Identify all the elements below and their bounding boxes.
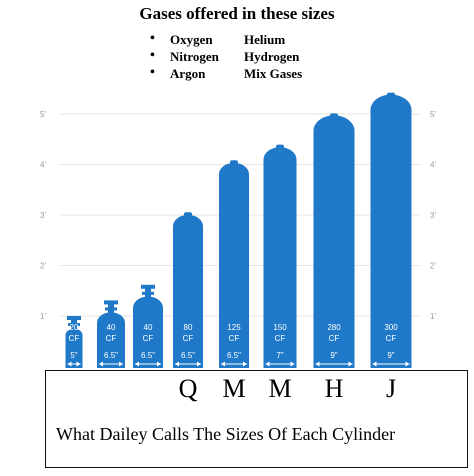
diameter-arrow-left-icon — [175, 361, 179, 367]
cylinder-valve-ring — [68, 323, 80, 326]
cylinder-shoulder — [133, 296, 163, 320]
diameter-arrow-left-icon — [265, 361, 270, 367]
cylinder-capacity: 40 — [107, 323, 116, 332]
y-tick-label-left: 2' — [40, 262, 46, 271]
size-letters-box — [45, 370, 468, 468]
diameter-arrow-left-icon — [221, 361, 225, 367]
cylinder-shoulder — [219, 162, 249, 186]
bullet-icon: • — [150, 65, 155, 80]
diameter-arrow-left-icon — [315, 361, 320, 367]
cylinder-valve-ring — [142, 291, 154, 295]
cylinder-diameter: 6.5" — [227, 351, 241, 360]
y-tick-label-left: 3' — [40, 211, 46, 220]
cylinder-shoulder — [97, 312, 125, 334]
gas-name: Argon — [170, 66, 206, 81]
cylinder-neck — [230, 160, 238, 171]
y-tick-label-right: 3' — [430, 211, 436, 220]
cylinder-diameter: 6.5" — [181, 351, 195, 360]
y-tick-label-left: 5' — [40, 110, 46, 119]
diameter-arrow-right-icon — [157, 361, 161, 367]
diameter-arrow-left-icon — [372, 361, 377, 367]
y-tick-label-right: 4' — [430, 161, 436, 170]
gas-name: Nitrogen — [170, 49, 219, 64]
y-tick-label-right: 2' — [430, 262, 436, 271]
size-letter: M — [268, 374, 292, 403]
cylinder-capacity: 150 — [273, 323, 287, 332]
cylinder-neck — [387, 92, 395, 103]
cylinder-shoulder — [65, 328, 83, 342]
gas-row: • Nitrogen Hydrogen — [150, 48, 350, 66]
gas-name: Helium — [244, 32, 286, 47]
diameter-arrow-right-icon — [119, 361, 123, 367]
cylinder-capacity-unit: CF — [183, 334, 194, 343]
cylinder-body — [219, 174, 249, 368]
cylinder-capacity: 280 — [327, 323, 341, 332]
diameter-arrow-right-icon — [290, 361, 295, 367]
cylinder-neck — [330, 113, 338, 124]
cylinder-diameter: 6.5" — [141, 351, 155, 360]
cylinder-capacity-unit: CF — [229, 334, 240, 343]
cylinder-body — [173, 226, 203, 368]
size-letter: J — [385, 374, 397, 403]
y-tick-label-right: 1' — [430, 312, 436, 321]
cylinder-diameter: 6.5" — [104, 351, 118, 360]
diameter-arrow-left-icon — [135, 361, 139, 367]
y-tick-label-left: 1' — [40, 312, 46, 321]
diameter-arrow-left-icon — [99, 361, 103, 367]
cylinder-capacity-unit: CF — [143, 334, 154, 343]
gas-name: Mix Gases — [244, 66, 303, 81]
gas-name: Oxygen — [170, 32, 213, 47]
cylinder-capacity-unit: CF — [386, 334, 397, 343]
gas-row: • Argon Mix Gases — [150, 65, 350, 83]
page-title: Gases offered in these sizes — [139, 4, 335, 23]
cylinder-diameter: 5" — [70, 351, 77, 360]
cylinder-shoulder — [370, 94, 412, 126]
caption: What Dailey Calls The Sizes Of Each Cyli… — [56, 424, 396, 444]
cylinder-diameter: 9" — [330, 351, 337, 360]
cylinder-capacity-unit: CF — [106, 334, 117, 343]
cylinder-valve-handle — [104, 300, 118, 305]
diameter-arrow-right-icon — [243, 361, 247, 367]
cylinder-diameter: 7" — [276, 351, 283, 360]
y-tick-label-left: 4' — [40, 161, 46, 170]
cylinder-neck — [276, 144, 284, 155]
cylinder-body — [65, 335, 83, 368]
diameter-arrow-right-icon — [348, 361, 353, 367]
cylinder-valve-ring — [105, 307, 117, 311]
cylinder-capacity-unit: CF — [69, 334, 80, 343]
cylinder-capacity-unit: CF — [329, 334, 340, 343]
cylinder-capacity: 20 — [70, 323, 79, 332]
cylinder-shoulder — [313, 115, 355, 147]
bullet-icon: • — [150, 31, 155, 46]
size-letter: M — [222, 374, 246, 403]
gas-name: Hydrogen — [244, 49, 300, 64]
cylinder-capacity: 300 — [384, 323, 398, 332]
cylinder-diameter: 9" — [387, 351, 394, 360]
diameter-arrow-right-icon — [405, 361, 410, 367]
gas-list: • Oxygen Helium • Nitrogen Hydrogen • Ar… — [150, 31, 350, 83]
size-letter: Q — [178, 374, 198, 403]
cylinder-body — [370, 109, 412, 369]
cylinder-shoulder — [263, 147, 297, 172]
cylinder-capacity: 40 — [144, 323, 153, 332]
cylinder-capacity-unit: CF — [275, 334, 286, 343]
cylinder-valve-handle — [67, 316, 81, 320]
cylinder-shoulder — [173, 214, 203, 238]
cylinder-body — [313, 130, 355, 368]
cylinder-capacity: 80 — [184, 323, 193, 332]
y-tick-label-right: 5' — [430, 110, 436, 119]
cylinder-body — [263, 159, 297, 368]
diameter-arrow-right-icon — [197, 361, 201, 367]
diameter-arrow-right-icon — [76, 361, 81, 367]
size-letter: H — [324, 374, 344, 403]
cylinder-valve-handle — [141, 284, 155, 289]
bullet-icon: • — [150, 48, 155, 63]
gas-row: • Oxygen Helium — [150, 31, 350, 49]
cylinder-neck — [184, 212, 192, 223]
cylinder-capacity: 125 — [227, 323, 241, 332]
diameter-arrow-left-icon — [67, 361, 72, 367]
